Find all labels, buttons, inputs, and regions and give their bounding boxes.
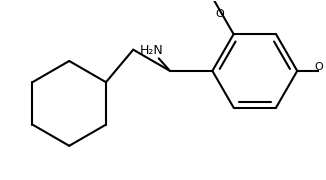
- Text: O: O: [315, 62, 323, 72]
- Text: O: O: [215, 9, 224, 19]
- Text: H₂N: H₂N: [139, 44, 163, 57]
